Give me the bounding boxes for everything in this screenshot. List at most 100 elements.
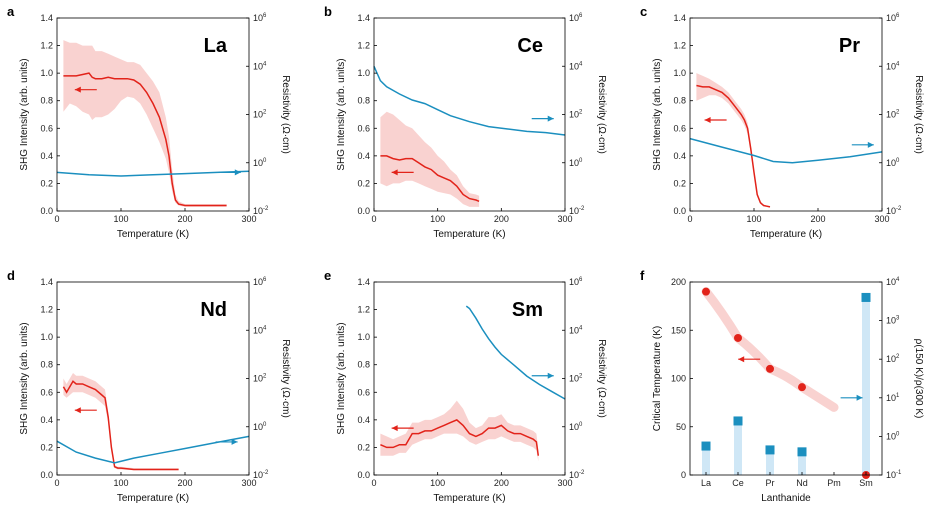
- y2-tick-label: 101: [886, 393, 900, 403]
- resistivity-line: [56, 170, 250, 177]
- arrow-left-icon: [704, 117, 727, 124]
- y-tick-label: 0.6: [357, 123, 370, 133]
- y-tick-label: 1.0: [357, 68, 370, 78]
- y2-axis-label: ρ(150 K)/ρ(300 K): [913, 339, 924, 419]
- y2-tick-label: 104: [253, 61, 267, 71]
- y-tick-label: 0.4: [357, 415, 370, 425]
- resistivity-line: [465, 305, 566, 400]
- y2-tick-label: 103: [886, 316, 900, 326]
- trend-band: [701, 287, 839, 412]
- arrow-left-icon: [391, 169, 414, 176]
- shg-error-band: [63, 373, 179, 471]
- x-tick-label: 200: [177, 214, 192, 224]
- y-tick-label: 0.8: [40, 96, 53, 106]
- arrow-head: [74, 407, 81, 414]
- x-tick-label: Nd: [796, 478, 808, 488]
- arrow-head: [867, 141, 874, 148]
- resistivity-line: [689, 137, 883, 164]
- x-tick-label: 200: [810, 214, 825, 224]
- arrow-left-icon: [391, 425, 414, 432]
- x-tick-label: 300: [241, 478, 256, 488]
- x-tick-label: 300: [557, 214, 572, 224]
- x-tick-label: 200: [177, 478, 192, 488]
- y2-tick-label: 100: [886, 431, 900, 441]
- arrow-right-icon: [531, 115, 554, 122]
- y2-axis-label: Resistivity (Ω·cm): [280, 75, 291, 154]
- y2-tick-label: 106: [886, 13, 900, 23]
- arrow-head: [234, 169, 241, 176]
- ratio-bar: [766, 449, 774, 475]
- y-tick-label: 0.6: [357, 387, 370, 397]
- ratio-bar: [798, 451, 806, 475]
- panel-letter: d: [7, 268, 15, 283]
- y-tick-label: 1.0: [673, 68, 686, 78]
- y-tick-label: 0.0: [673, 206, 686, 216]
- y-tick-label: 0.6: [673, 123, 686, 133]
- y2-tick-label: 102: [569, 374, 583, 384]
- y-tick-label: 0.4: [673, 151, 686, 161]
- panel-b: b 0 100 200 300 0.0 0.2 0.4 0.6 0.8 1.0 1.2 1.4 10-2 1…: [324, 4, 607, 240]
- y-axis-label: SHG Intensity (arb. units): [336, 58, 347, 170]
- x-axis-label: Temperature (K): [433, 493, 505, 504]
- x-tick-label: 300: [241, 214, 256, 224]
- y-tick-label: 1.2: [673, 41, 686, 51]
- y-tick-label: 1.4: [673, 13, 686, 23]
- element-label: La: [204, 35, 228, 57]
- x-tick-label: La: [701, 478, 711, 488]
- y2-tick-label: 102: [253, 110, 267, 120]
- resistivity-ratio-point: [701, 441, 711, 451]
- y-tick-label: 1.2: [40, 305, 53, 315]
- arrow-head: [391, 425, 398, 432]
- panel-f: f La Ce Pr Nd Pm Sm 0 50 100 150 200 10-1 100 101 102 10…: [640, 268, 924, 504]
- y-tick-label: 1.0: [40, 68, 53, 78]
- arrow-head: [738, 356, 745, 363]
- y-tick-label: 0.8: [357, 360, 370, 370]
- shg-error-band: [696, 73, 770, 208]
- x-tick-label: Sm: [859, 478, 873, 488]
- shg-error-band: [380, 111, 480, 207]
- shg-error-band: [63, 40, 227, 207]
- y2-tick-label: 102: [886, 110, 900, 120]
- y2-tick-label: 104: [569, 61, 583, 71]
- y-tick-label: 1.2: [357, 305, 370, 315]
- y-tick-label: 1.4: [357, 277, 370, 287]
- y2-axis-label: Resistivity (Ω·cm): [913, 75, 924, 154]
- arrow-head: [547, 115, 554, 122]
- y2-axis-label: Resistivity (Ω·cm): [280, 339, 291, 418]
- y-tick-label: 1.4: [40, 13, 53, 23]
- y2-tick-label: 100: [569, 158, 583, 168]
- arrow-right-icon: [218, 169, 241, 176]
- x-tick-label: 0: [371, 478, 376, 488]
- ratio-bar: [862, 297, 870, 475]
- y-tick-label: 0.2: [673, 178, 686, 188]
- y-tick-label: 1.0: [40, 332, 53, 342]
- arrow-right-icon: [531, 372, 554, 379]
- y2-tick-label: 106: [569, 277, 583, 287]
- y-axis-label: SHG Intensity (arb. units): [652, 58, 663, 170]
- shg-line: [380, 419, 540, 456]
- y-tick-label: 0.6: [40, 123, 53, 133]
- y-axis-label: SHG Intensity (arb. units): [19, 58, 30, 170]
- panel-letter: a: [7, 4, 15, 19]
- y2-tick-label: 106: [253, 277, 267, 287]
- y2-tick-label: 10-2: [253, 206, 269, 216]
- y-tick-label: 0.0: [357, 470, 370, 480]
- x-tick-label: Pm: [827, 478, 841, 488]
- y2-tick-label: 104: [886, 61, 900, 71]
- y2-tick-label: 100: [569, 422, 583, 432]
- y2-tick-label: 102: [886, 354, 900, 364]
- shg-line: [62, 380, 179, 471]
- panel-c: c 0 100 200 300 0.0 0.2 0.4 0.6 0.8 1.0 1.2 1.4 10-2 1…: [640, 4, 924, 240]
- panel-a: a 0 100 200 300 0.0 0.2 0.4 0.6 0.8 1.0 1.2 1.4 10-2 1…: [7, 4, 291, 240]
- arrow-left-icon: [738, 356, 761, 363]
- y2-tick-label: 10-2: [569, 470, 585, 480]
- y2-axis-label: Resistivity (Ω·cm): [596, 339, 607, 418]
- y-tick-label: 1.0: [357, 332, 370, 342]
- critical-temperature-point: [798, 383, 806, 392]
- y2-axis-label: Resistivity (Ω·cm): [596, 75, 607, 154]
- y-tick-label: 0.8: [357, 96, 370, 106]
- y-tick-label: 0.0: [357, 206, 370, 216]
- arrow-right-icon: [215, 438, 238, 445]
- panel-d: d 0 100 200 300 0.0 0.2 0.4 0.6 0.8 1.0 1.2 1.4 10-2 1…: [7, 268, 291, 504]
- resistivity-ratio-point: [861, 292, 871, 302]
